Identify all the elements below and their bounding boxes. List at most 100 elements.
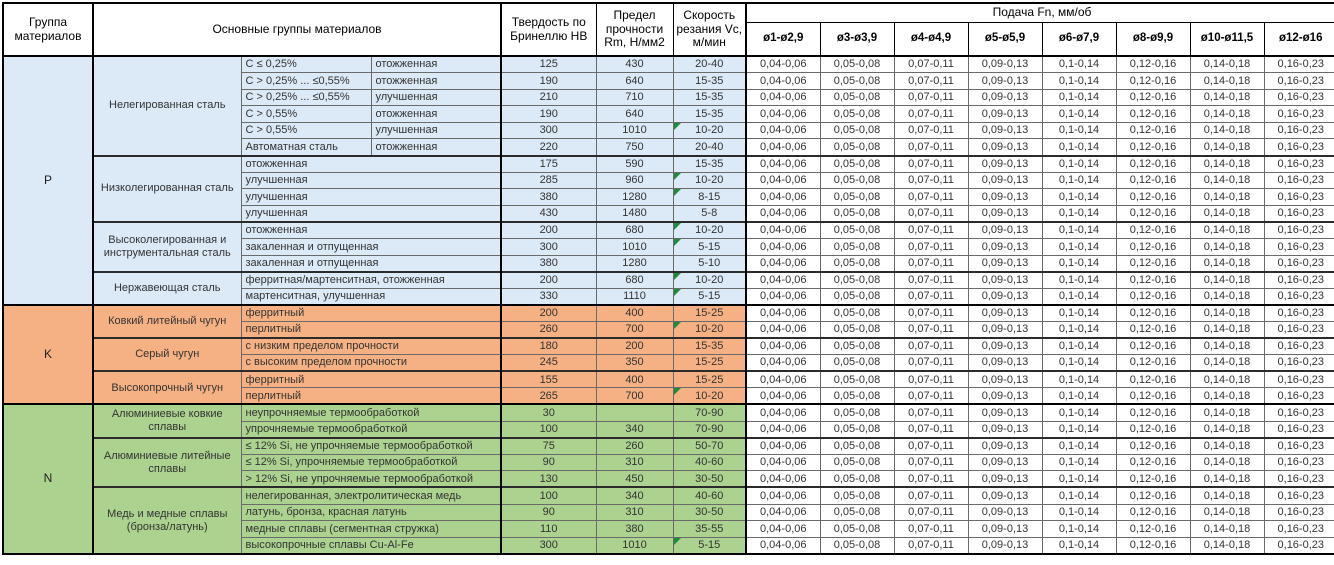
spec-cell: с высоким пределом прочности [240,354,502,372]
speed-cell: 10-20 [672,387,747,405]
strength-cell: 1280 [595,188,674,206]
feed-cell-1: 0,05-0,08 [819,436,895,455]
header-diameter-6: ø10-ø11,5 [1189,21,1265,57]
feed-cell-6: 0,14-0,18 [1189,321,1265,339]
speed-cell: 30-50 [672,503,747,522]
feed-cell-6: 0,14-0,18 [1189,403,1265,422]
table-row: Серый чугун с низким пределом прочности 18… [3,337,1334,372]
feed-cell-7: 0,16-0,23 [1263,536,1334,555]
green-triangle-icon [674,123,681,130]
strength-cell: 260 [595,436,674,455]
feed-cell-0: 0,04-0,06 [745,354,821,372]
feed-cell-0: 0,04-0,06 [745,453,821,472]
feed-cell-5: 0,12-0,16 [1115,171,1191,190]
feed-cell-7: 0,16-0,23 [1263,520,1334,538]
feed-cell-4: 0,1-0,14 [1041,370,1117,389]
strength-cell: 640 [595,72,674,90]
strength-cell: 700 [595,321,674,339]
feed-cell-6: 0,14-0,18 [1189,154,1265,173]
cutting-data-table: Группа материалов Основные группы матери… [2,2,1334,555]
feed-cell-2: 0,07-0,11 [893,337,969,356]
spec-cell: улучшенная [240,188,502,206]
feed-cell-7: 0,16-0,23 [1263,72,1334,90]
table-body: P Нелегированная сталь C ≤ 0,25% отожженная… [2,55,1334,555]
hardness-cell: 265 [500,387,597,405]
header-diameter-row: ø1-ø2,9 ø3-ø3,9 ø4-ø4,9 ø5-ø5,9 ø6-ø7,9 ø8-ø9… [3,21,1334,57]
table-row: с высоким пределом прочности 245 350 15-25 0… [3,354,1334,372]
table-row: C > 0,25% ... ≤0,55% отожженная 190 640 15-3… [3,72,1334,90]
feed-cell-1: 0,05-0,08 [819,238,895,256]
table-row: закаленная и отпущенная 300 1010 5-15 0,04-0… [3,238,1334,256]
speed-cell: 5-15 [672,287,747,306]
table-row: улучшенная 430 1480 5-8 0,04-0,06 0,05-0,08 0,… [3,204,1334,223]
feed-cell-3: 0,09-0,13 [967,370,1043,389]
feed-cell-7: 0,16-0,23 [1263,270,1334,289]
feed-cell-3: 0,09-0,13 [967,72,1043,90]
table-row: K Ковкий литейный чугун ферритный 200 400 15-… [2,303,1334,405]
feed-cell-3: 0,09-0,13 [967,520,1043,538]
feed-cell-2: 0,07-0,11 [893,503,969,522]
subgroup-name-cell: Алюминиевые ковкие сплавы [92,403,242,439]
feed-cell-4: 0,1-0,14 [1041,121,1117,140]
feed-cell-1: 0,05-0,08 [819,154,895,173]
table-row: C > 0,25% ... ≤0,55% улучшенная 210 710 15-3… [3,88,1334,107]
spec-detail-cell: Автоматная сталь [240,138,372,157]
feed-cell-4: 0,1-0,14 [1041,420,1117,439]
feed-cell-3: 0,09-0,13 [967,254,1043,273]
feed-cell-0: 0,04-0,06 [745,536,821,555]
feed-cell-5: 0,12-0,16 [1115,436,1191,455]
speed-cell: 15-25 [672,303,747,322]
hardness-cell: 190 [500,105,597,123]
feed-cell-1: 0,05-0,08 [819,354,895,372]
feed-cell-3: 0,09-0,13 [967,387,1043,405]
feed-cell-6: 0,14-0,18 [1189,536,1265,555]
header-strength: Предел прочности Rm, Н/мм2 [595,2,674,57]
feed-cell-3: 0,09-0,13 [967,420,1043,439]
speed-cell: 15-35 [672,105,747,123]
spec-cell: улучшенная [240,171,502,190]
feed-cell-2: 0,07-0,11 [893,238,969,256]
header-diameter-3: ø5-ø5,9 [967,21,1043,57]
hardness-cell: 200 [500,270,597,289]
spec-cell: ферритная/мартенситная, отожженная [240,270,502,289]
feed-cell-2: 0,07-0,11 [893,204,969,223]
hardness-cell: 430 [500,204,597,223]
speed-cell: 10-20 [672,121,747,140]
speed-cell: 10-20 [672,220,747,240]
feed-cell-4: 0,1-0,14 [1041,354,1117,372]
feed-cell-5: 0,12-0,16 [1115,536,1191,555]
table-row: > 12% Si, не упрочняемые термообработкой… [3,470,1334,488]
spec-cell: ферритный [240,370,502,389]
green-triangle-icon [674,289,681,296]
feed-cell-1: 0,05-0,08 [819,520,895,538]
spec-cell: высокопрочные сплавы Cu-Al-Fe [240,536,502,555]
strength-cell: 200 [595,337,674,356]
feed-cell-4: 0,1-0,14 [1041,387,1117,405]
hardness-cell: 285 [500,171,597,190]
speed-cell: 5-10 [672,254,747,273]
feed-cell-3: 0,09-0,13 [967,238,1043,256]
hardness-cell: 100 [500,420,597,439]
hardness-cell: 220 [500,138,597,157]
feed-cell-5: 0,12-0,16 [1115,121,1191,140]
table-row: высокопрочные сплавы Cu-Al-Fe 300 1010 5-15… [3,536,1334,555]
feed-cell-0: 0,04-0,06 [745,88,821,107]
feed-cell-7: 0,16-0,23 [1263,138,1334,157]
feed-cell-6: 0,14-0,18 [1189,204,1265,223]
feed-cell-0: 0,04-0,06 [745,287,821,306]
header-diameter-5: ø8-ø9,9 [1115,21,1191,57]
hardness-cell: 245 [500,354,597,372]
feed-cell-0: 0,04-0,06 [745,72,821,90]
feed-cell-4: 0,1-0,14 [1041,204,1117,223]
feed-cell-5: 0,12-0,16 [1115,220,1191,240]
feed-cell-2: 0,07-0,11 [893,138,969,157]
hardness-cell: 190 [500,72,597,90]
feed-cell-6: 0,14-0,18 [1189,254,1265,273]
feed-cell-0: 0,04-0,06 [745,321,821,339]
strength-cell: 350 [595,354,674,372]
feed-cell-7: 0,16-0,23 [1263,303,1334,322]
feed-cell-2: 0,07-0,11 [893,470,969,488]
feed-cell-0: 0,04-0,06 [745,254,821,273]
feed-cell-5: 0,12-0,16 [1115,254,1191,273]
feed-cell-1: 0,05-0,08 [819,72,895,90]
